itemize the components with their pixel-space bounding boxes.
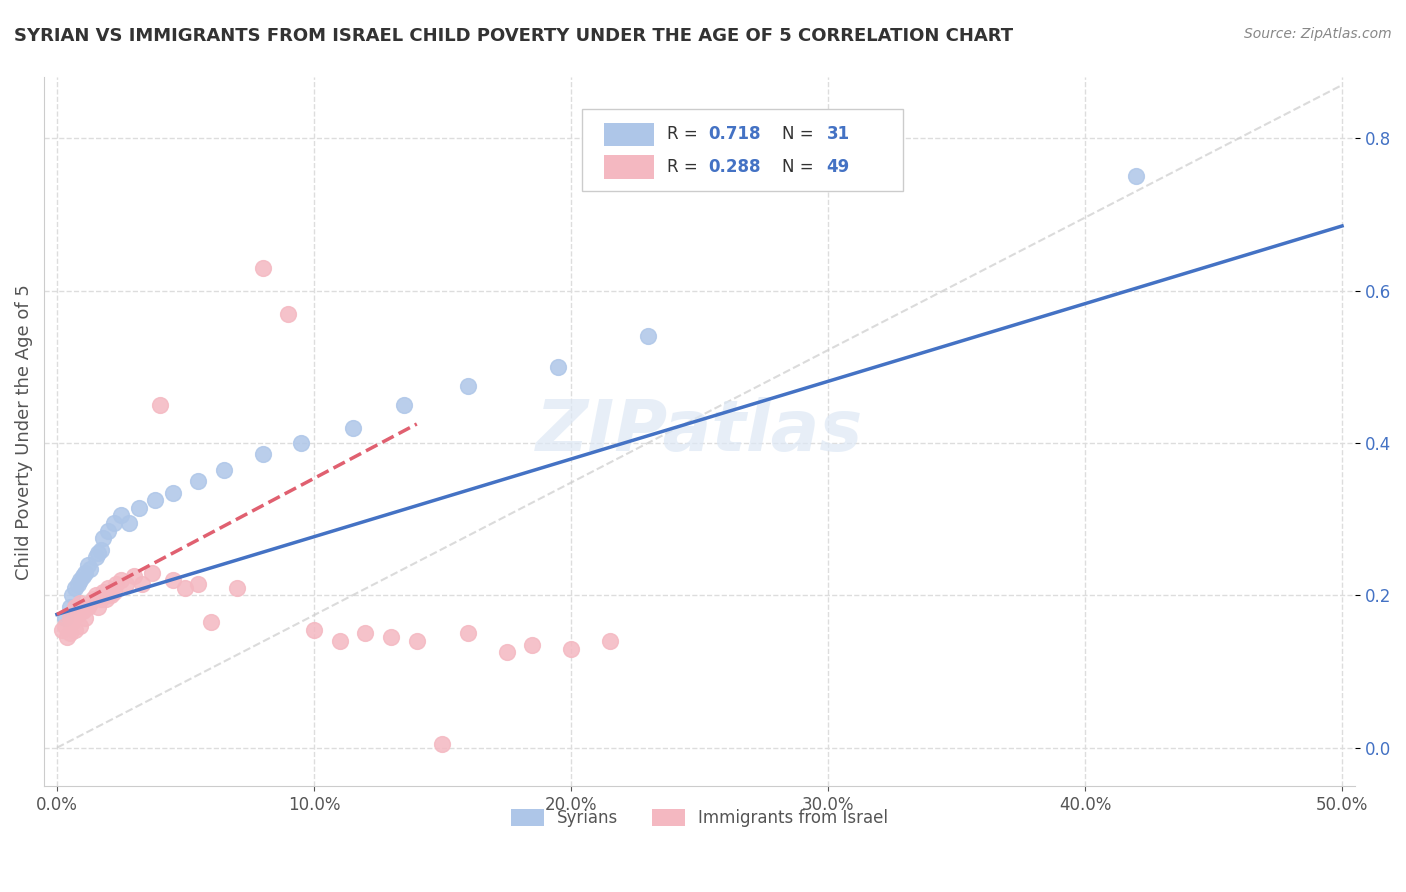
Point [122,569,145,583]
Text: 49: 49 [827,158,849,176]
Point [212,463,235,477]
Point [84,588,107,602]
Point [56,630,79,644]
Point [90,592,112,607]
Point [72,569,94,583]
Point [118,516,141,530]
Point [457,626,479,640]
Point [149,398,172,412]
Point [290,436,312,450]
Point [94,592,117,607]
Text: R =: R = [666,125,703,143]
Point [97,581,120,595]
Point [63,623,86,637]
Point [87,546,110,560]
Point [115,577,138,591]
Point [87,599,110,614]
Point [100,588,122,602]
Point [110,508,132,523]
Y-axis label: Child Poverty Under the Age of 5: Child Poverty Under the Age of 5 [15,284,32,580]
Point [59,599,82,614]
Point [143,493,166,508]
Point [637,329,659,343]
Point [79,562,101,576]
Point [76,599,98,614]
Text: Source: ZipAtlas.com: Source: ZipAtlas.com [1244,27,1392,41]
Text: SYRIAN VS IMMIGRANTS FROM ISRAEL CHILD POVERTY UNDER THE AGE OF 5 CORRELATION CH: SYRIAN VS IMMIGRANTS FROM ISRAEL CHILD P… [14,27,1014,45]
Point [329,634,352,648]
Point [79,596,101,610]
Point [66,607,89,622]
Legend: Syrians, Immigrants from Israel: Syrians, Immigrants from Israel [503,803,896,834]
Point [60,615,83,629]
FancyBboxPatch shape [582,110,903,191]
Point [69,573,91,587]
Point [174,581,197,595]
Point [97,524,120,538]
Point [131,577,153,591]
Point [66,577,89,591]
Point [277,307,299,321]
Point [53,611,76,625]
Point [457,379,479,393]
Point [354,626,377,640]
Point [91,531,114,545]
Point [82,592,104,607]
Point [162,573,184,587]
Point [547,359,569,374]
Point [187,474,209,488]
Point [187,577,209,591]
Text: 31: 31 [827,125,849,143]
Point [75,611,97,625]
Point [103,516,125,530]
Point [432,737,454,751]
Point [560,641,582,656]
Bar [603,123,654,146]
Point [110,573,132,587]
Point [1125,169,1147,184]
Point [51,623,73,637]
Bar [603,155,654,178]
Point [63,581,86,595]
Point [84,550,107,565]
Point [105,577,128,591]
Point [59,626,82,640]
Point [59,611,82,625]
Point [76,558,98,572]
Point [69,596,91,610]
Text: 0.718: 0.718 [709,125,761,143]
Point [141,566,163,580]
Point [252,447,274,461]
Point [53,619,76,633]
Point [342,421,364,435]
Point [162,485,184,500]
Point [91,584,114,599]
Point [405,634,427,648]
Point [495,645,517,659]
Text: N =: N = [782,125,818,143]
Point [252,260,274,275]
Text: N =: N = [782,158,818,176]
Point [225,581,247,595]
Point [63,599,86,614]
Point [599,634,621,648]
Text: 0.288: 0.288 [709,158,761,176]
Point [103,584,125,599]
Point [128,500,150,515]
Text: R =: R = [666,158,703,176]
Point [75,566,97,580]
Point [90,542,112,557]
Point [200,615,222,629]
Point [60,588,83,602]
Point [392,398,415,412]
Point [69,619,91,633]
Point [380,630,402,644]
Text: ZIPatlas: ZIPatlas [536,397,863,467]
Point [522,638,544,652]
Point [72,604,94,618]
Point [302,623,325,637]
